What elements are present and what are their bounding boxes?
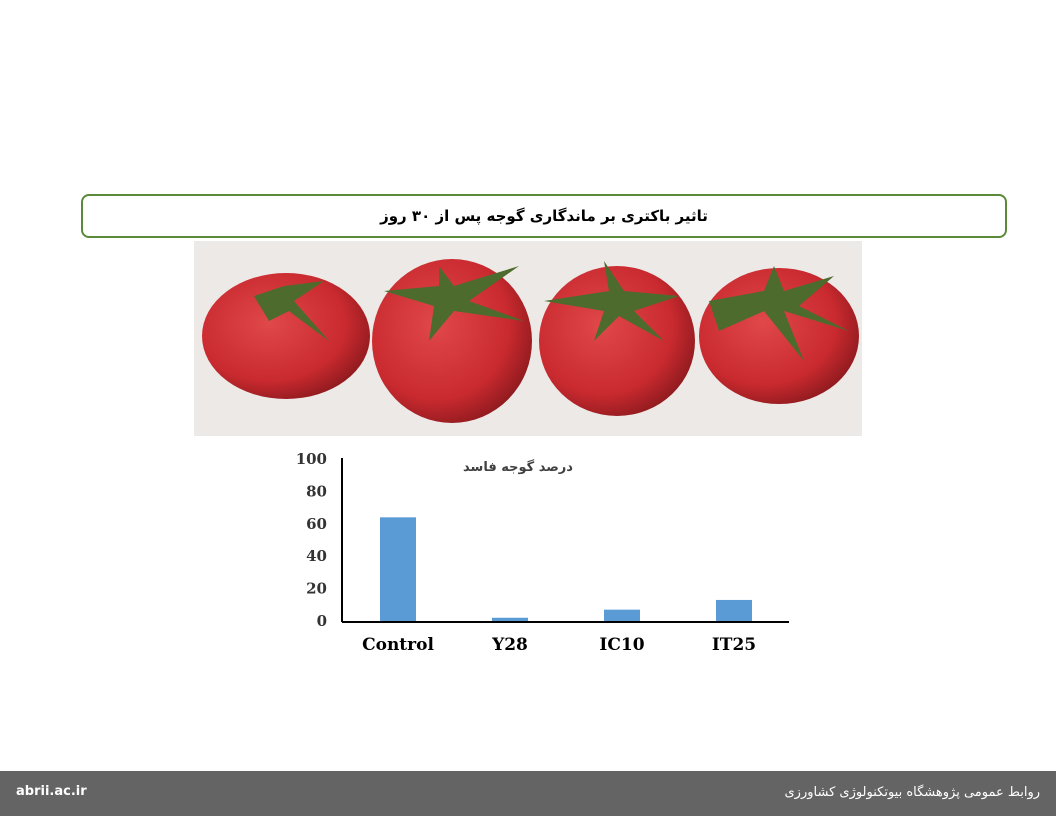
tomato	[202, 273, 370, 399]
chart-title: درصد گوجه فاسد	[463, 459, 573, 475]
y-tick-label: 60	[306, 515, 327, 533]
tomato	[539, 261, 695, 416]
y-tick-label: 20	[306, 580, 327, 598]
tomato	[372, 259, 532, 423]
tomato	[699, 266, 859, 404]
y-tick-label: 40	[306, 547, 327, 565]
bar-control	[380, 517, 416, 621]
page-title: تاثیر باکتری بر ماندگاری گوجه پس از ۳۰ ر…	[380, 207, 708, 225]
title-box: تاثیر باکتری بر ماندگاری گوجه پس از ۳۰ ر…	[81, 194, 1007, 238]
footer: abrii.ac.ir روابط عمومی پژوهشگاه بیوتکنو…	[0, 771, 1056, 816]
tomatoes-photo	[194, 241, 862, 436]
bar-y28	[492, 617, 528, 621]
x-tick-label: IC10	[599, 635, 644, 655]
x-tick-label: Y28	[491, 635, 528, 655]
website-link[interactable]: abrii.ac.ir	[16, 784, 87, 799]
y-tick-label: 80	[306, 482, 327, 500]
organization-name: روابط عمومی پژوهشگاه بیوتکنولوژی کشاورزی	[784, 785, 1041, 800]
y-tick-label: 0	[317, 612, 327, 630]
bar-chart: 0 20 40 60 80 100 Control Y28 IC10 IT25 درصد گوجه…	[296, 450, 789, 655]
x-tick-label: Control	[362, 635, 434, 655]
x-tick-label: IT25	[712, 635, 756, 655]
bar-it25	[716, 599, 752, 621]
y-tick-label: 100	[296, 450, 327, 468]
bar-ic10	[604, 609, 640, 621]
